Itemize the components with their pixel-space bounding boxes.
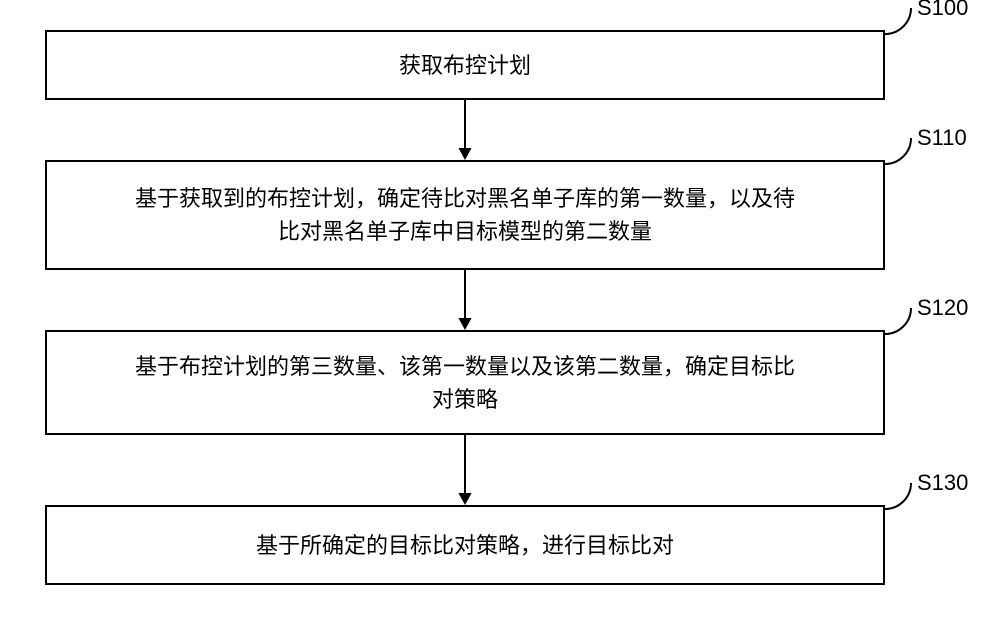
flowchart-node-text: 基于布控计划的第三数量、该第一数量以及该第二数量，确定目标比 对策略	[135, 350, 795, 416]
flowchart-node: 基于获取到的布控计划，确定待比对黑名单子库的第一数量，以及待 比对黑名单子库中目…	[45, 160, 885, 270]
flowchart-node-text: 基于获取到的布控计划，确定待比对黑名单子库的第一数量，以及待 比对黑名单子库中目…	[135, 182, 795, 248]
flowchart-node: 获取布控计划	[45, 30, 885, 100]
step-label: S110	[917, 125, 967, 151]
flowchart-node: 基于布控计划的第三数量、该第一数量以及该第二数量，确定目标比 对策略	[45, 330, 885, 435]
step-label: S130	[917, 470, 968, 496]
step-label: S100	[917, 0, 968, 21]
flowchart-node: 基于所确定的目标比对策略，进行目标比对	[45, 505, 885, 585]
flowchart-node-text: 基于所确定的目标比对策略，进行目标比对	[256, 529, 674, 562]
flowchart-node-text: 获取布控计划	[399, 49, 531, 82]
step-label: S120	[917, 295, 968, 321]
flowchart-canvas: 获取布控计划基于获取到的布控计划，确定待比对黑名单子库的第一数量，以及待 比对黑…	[0, 0, 1000, 625]
